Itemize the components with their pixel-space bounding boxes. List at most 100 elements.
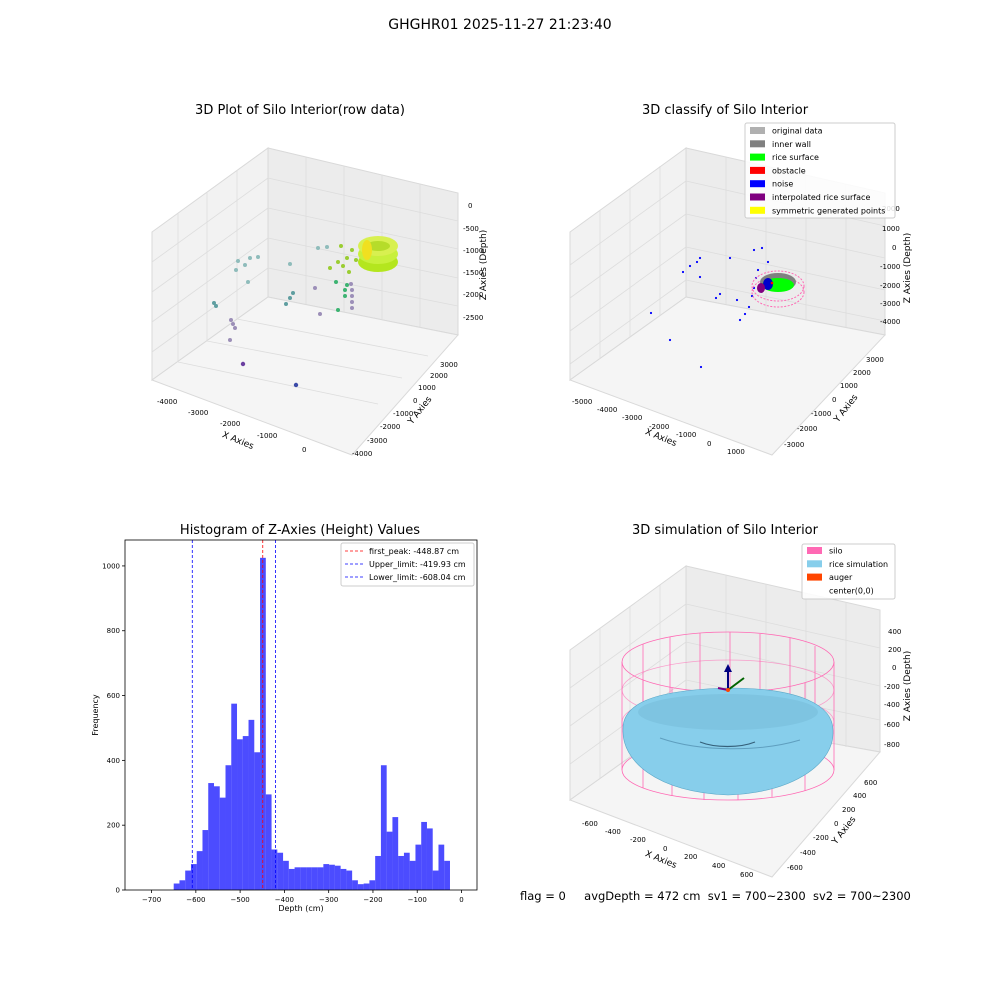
histogram-bar <box>380 765 387 890</box>
cls-x-tick: 0 <box>707 440 711 448</box>
sim-y-tick: -600 <box>787 864 803 872</box>
sim-y-tick: 400 <box>853 792 866 800</box>
histogram-bar <box>375 855 381 890</box>
histogram-bar <box>277 852 284 890</box>
figure-title: GHGHR01 2025-11-27 21:23:40 <box>388 17 612 33</box>
histogram-bar <box>323 864 330 890</box>
histogram-bar <box>363 883 370 890</box>
histogram-y-tick-label: 1000 <box>102 562 120 570</box>
histogram-bar <box>225 765 232 890</box>
classify-legend-swatch <box>750 193 765 201</box>
histogram-bar <box>311 867 318 890</box>
histogram-bar <box>329 864 335 890</box>
cls-z-tick: 1000 <box>882 225 900 233</box>
sv2-readout: sv2 = 700~2300 <box>812 889 911 903</box>
histogram-x-tick-label: −200 <box>363 896 382 904</box>
raw-y-tick: -1000 <box>393 410 413 418</box>
simulation-legend: silo rice simulation auger center(0,0) <box>801 543 896 600</box>
histogram-bar <box>438 844 445 890</box>
histogram-bar <box>185 870 191 890</box>
raw-x-tick: -1000 <box>257 432 277 440</box>
cls-x-tick: -3000 <box>622 414 642 422</box>
histogram-bar <box>421 821 427 890</box>
classify-legend-label: original data <box>772 127 823 136</box>
histogram-bar <box>306 867 312 890</box>
sim-z-tick: -400 <box>884 701 900 709</box>
raw-x-tick: -2000 <box>220 420 240 428</box>
simulation-legend-swatch <box>807 573 822 581</box>
simulation-legend-label: center(0,0) <box>829 586 874 595</box>
histogram-x-tick-label: 0 <box>459 896 463 904</box>
raw-xlabel: X Axies <box>220 430 255 452</box>
raw-z-tick: -500 <box>463 225 479 233</box>
histogram-x-tick-label: −600 <box>186 896 205 904</box>
histogram-bar <box>357 884 364 890</box>
classify-legend-label: inner wall <box>772 140 811 149</box>
simulation-legend-swatch <box>807 547 822 554</box>
cls-zlabel: Z Axies (Depth) <box>903 233 913 304</box>
raw-y-tick: 1000 <box>418 384 436 392</box>
cls-x-tick: -2000 <box>649 423 669 431</box>
histogram-bar <box>444 860 450 890</box>
histogram-bar <box>248 719 255 890</box>
histogram-bar <box>340 868 347 890</box>
histogram-bar <box>219 797 226 890</box>
cls-y-tick: -1000 <box>811 410 831 418</box>
cls-y-tick: 3000 <box>866 356 884 364</box>
histogram-bar <box>288 868 295 890</box>
sim-x-tick: -600 <box>582 820 598 828</box>
sim-xlabel: X Axies <box>643 849 678 871</box>
cls-z-tick: -2000 <box>880 282 900 290</box>
cls-z-tick: -3000 <box>880 300 900 308</box>
histogram-bar <box>254 752 261 890</box>
sim-y-tick: 0 <box>834 820 838 828</box>
histogram-y-tick-label: 800 <box>107 627 120 635</box>
raw-y-tick: -3000 <box>367 437 387 445</box>
histogram-x-tick-label: −400 <box>275 896 294 904</box>
sim-x-tick: -200 <box>630 836 646 844</box>
sim-z-tick: -800 <box>884 741 900 749</box>
sim-y-tick: -400 <box>800 849 816 857</box>
histogram-bar <box>283 860 289 890</box>
sim-y-tick: 200 <box>842 806 855 814</box>
simulation-legend-label: silo <box>829 547 843 556</box>
histogram-bar <box>300 867 307 890</box>
histogram-bar <box>202 830 209 890</box>
simulation-3d-plot: -600 -400 -200 0 200 400 600 -600 -400 -… <box>568 565 913 879</box>
histogram-y-tick-label: 400 <box>107 757 120 765</box>
histogram-bar <box>242 736 249 890</box>
sim-zlabel: Z Axies (Depth) <box>903 651 913 722</box>
histogram-bar <box>317 867 324 890</box>
histogram-x-tick-label: −700 <box>142 896 161 904</box>
sim-y-tick: -200 <box>813 834 829 842</box>
histogram-bar <box>179 880 186 890</box>
histogram-bar <box>334 865 341 890</box>
cls-y-tick: 2000 <box>853 369 871 377</box>
histogram-bar <box>231 703 238 890</box>
sim-y-tick: 600 <box>864 779 877 787</box>
classify-legend-label: rice surface <box>772 153 819 162</box>
raw-y-tick: -2000 <box>380 423 400 431</box>
cls-x-tick: 1000 <box>727 448 745 456</box>
cls-z-tick: -4000 <box>880 318 900 326</box>
raw-z-tick: -2000 <box>463 291 483 299</box>
histogram-ylabel: Frequency <box>91 694 100 736</box>
histogram-bar <box>346 870 353 890</box>
raw-x-tick: -4000 <box>157 398 177 406</box>
histogram-title: Histogram of Z-Axies (Height) Values <box>179 523 421 538</box>
sv1-readout: sv1 = 700~2300 <box>707 889 806 903</box>
cls-y-tick: -3000 <box>784 441 804 449</box>
sim-z-tick: -200 <box>884 683 900 691</box>
sim-z-tick: 0 <box>892 664 896 672</box>
classify-legend-label: obstacle <box>772 166 806 175</box>
simulation-legend-swatch <box>807 560 822 568</box>
raw-y-tick: 3000 <box>440 361 458 369</box>
histogram-bar <box>386 831 393 890</box>
histogram-y-tick-label: 0 <box>116 887 120 895</box>
histogram-bar <box>432 870 439 890</box>
histogram-x-tick-label: −300 <box>319 896 338 904</box>
histogram-bar <box>415 844 422 890</box>
raw-z-tick: -1500 <box>463 269 483 277</box>
sim-z-tick: 400 <box>888 628 901 636</box>
classify-legend-label: interpolated rice surface <box>772 193 870 202</box>
